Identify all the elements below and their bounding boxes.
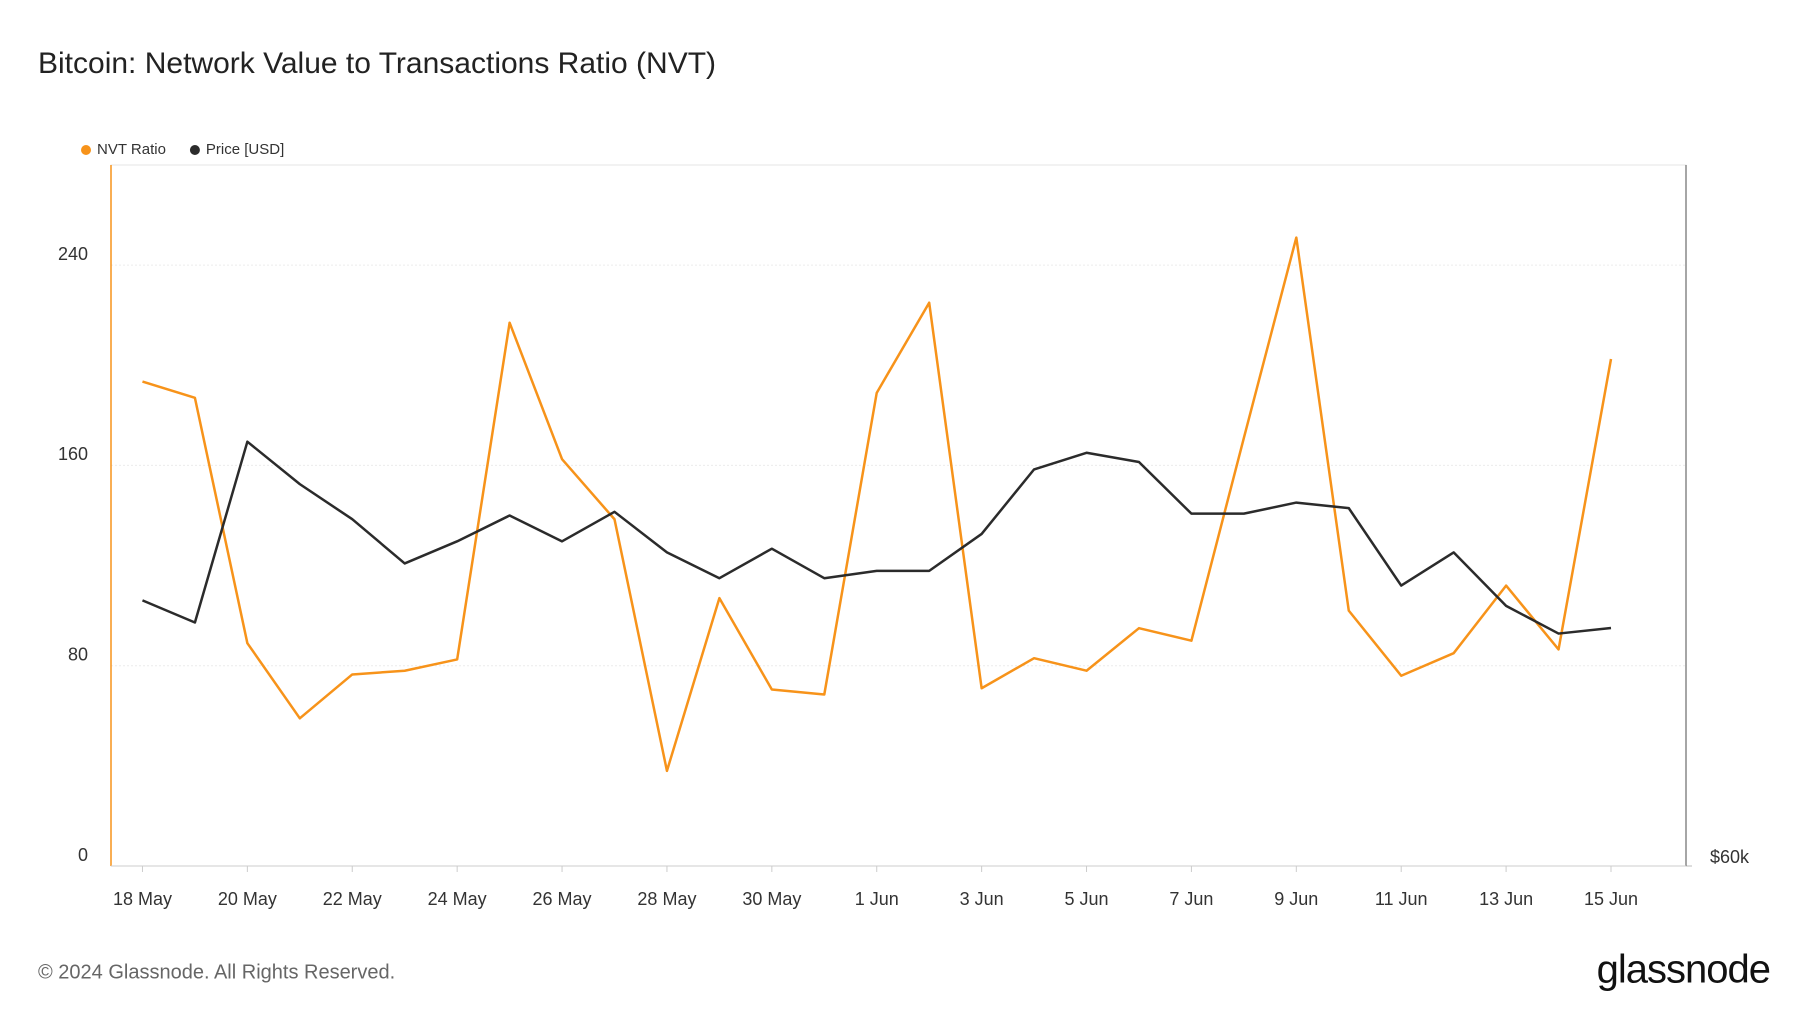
x-tick-label: 30 May [742, 889, 801, 909]
x-tick-label: 15 Jun [1584, 889, 1638, 909]
y-tick-label: 160 [58, 444, 88, 464]
brand-logo: glassnode [1597, 948, 1770, 992]
x-tick-label: 28 May [637, 889, 696, 909]
x-tick-label: 7 Jun [1169, 889, 1213, 909]
legend-marker [81, 145, 91, 155]
chart-title: Bitcoin: Network Value to Transactions R… [38, 47, 716, 80]
x-tick-label: 24 May [428, 889, 487, 909]
y-tick-label: 240 [58, 244, 88, 264]
y2-tick-label: $60k [1710, 847, 1750, 867]
x-tick-label: 5 Jun [1065, 889, 1109, 909]
y-tick-label: 0 [78, 845, 88, 865]
x-tick-label: 18 May [113, 889, 172, 909]
legend-label: Price [USD] [206, 141, 284, 158]
series-line [141, 440, 1612, 635]
series-line [142, 236, 1613, 773]
x-tick-label: 20 May [218, 889, 277, 909]
x-tick-label: 26 May [533, 889, 592, 909]
x-tick-label: 9 Jun [1274, 889, 1318, 909]
x-tick-label: 22 May [323, 889, 382, 909]
x-tick-label: 13 Jun [1479, 889, 1533, 909]
legend-label: NVT Ratio [97, 141, 166, 158]
x-tick-label: 11 Jun [1375, 889, 1428, 909]
x-tick-label: 3 Jun [960, 889, 1004, 909]
x-tick-label: 1 Jun [855, 889, 899, 909]
footer: © 2024 Glassnode. All Rights Reserved. [38, 961, 395, 983]
legend-marker [189, 145, 200, 155]
y-tick-label: 80 [68, 644, 88, 664]
